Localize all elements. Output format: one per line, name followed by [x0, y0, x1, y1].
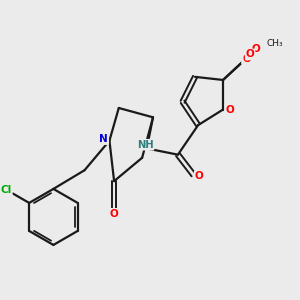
- Text: O: O: [246, 50, 254, 59]
- Text: O: O: [110, 209, 118, 219]
- Text: O: O: [252, 44, 261, 55]
- Text: NH: NH: [137, 140, 154, 150]
- Text: O: O: [226, 104, 234, 115]
- Text: CH₃: CH₃: [266, 39, 283, 48]
- Text: Cl: Cl: [1, 185, 12, 196]
- Text: O: O: [195, 172, 203, 182]
- Text: N: N: [100, 134, 108, 144]
- Text: O: O: [242, 54, 251, 64]
